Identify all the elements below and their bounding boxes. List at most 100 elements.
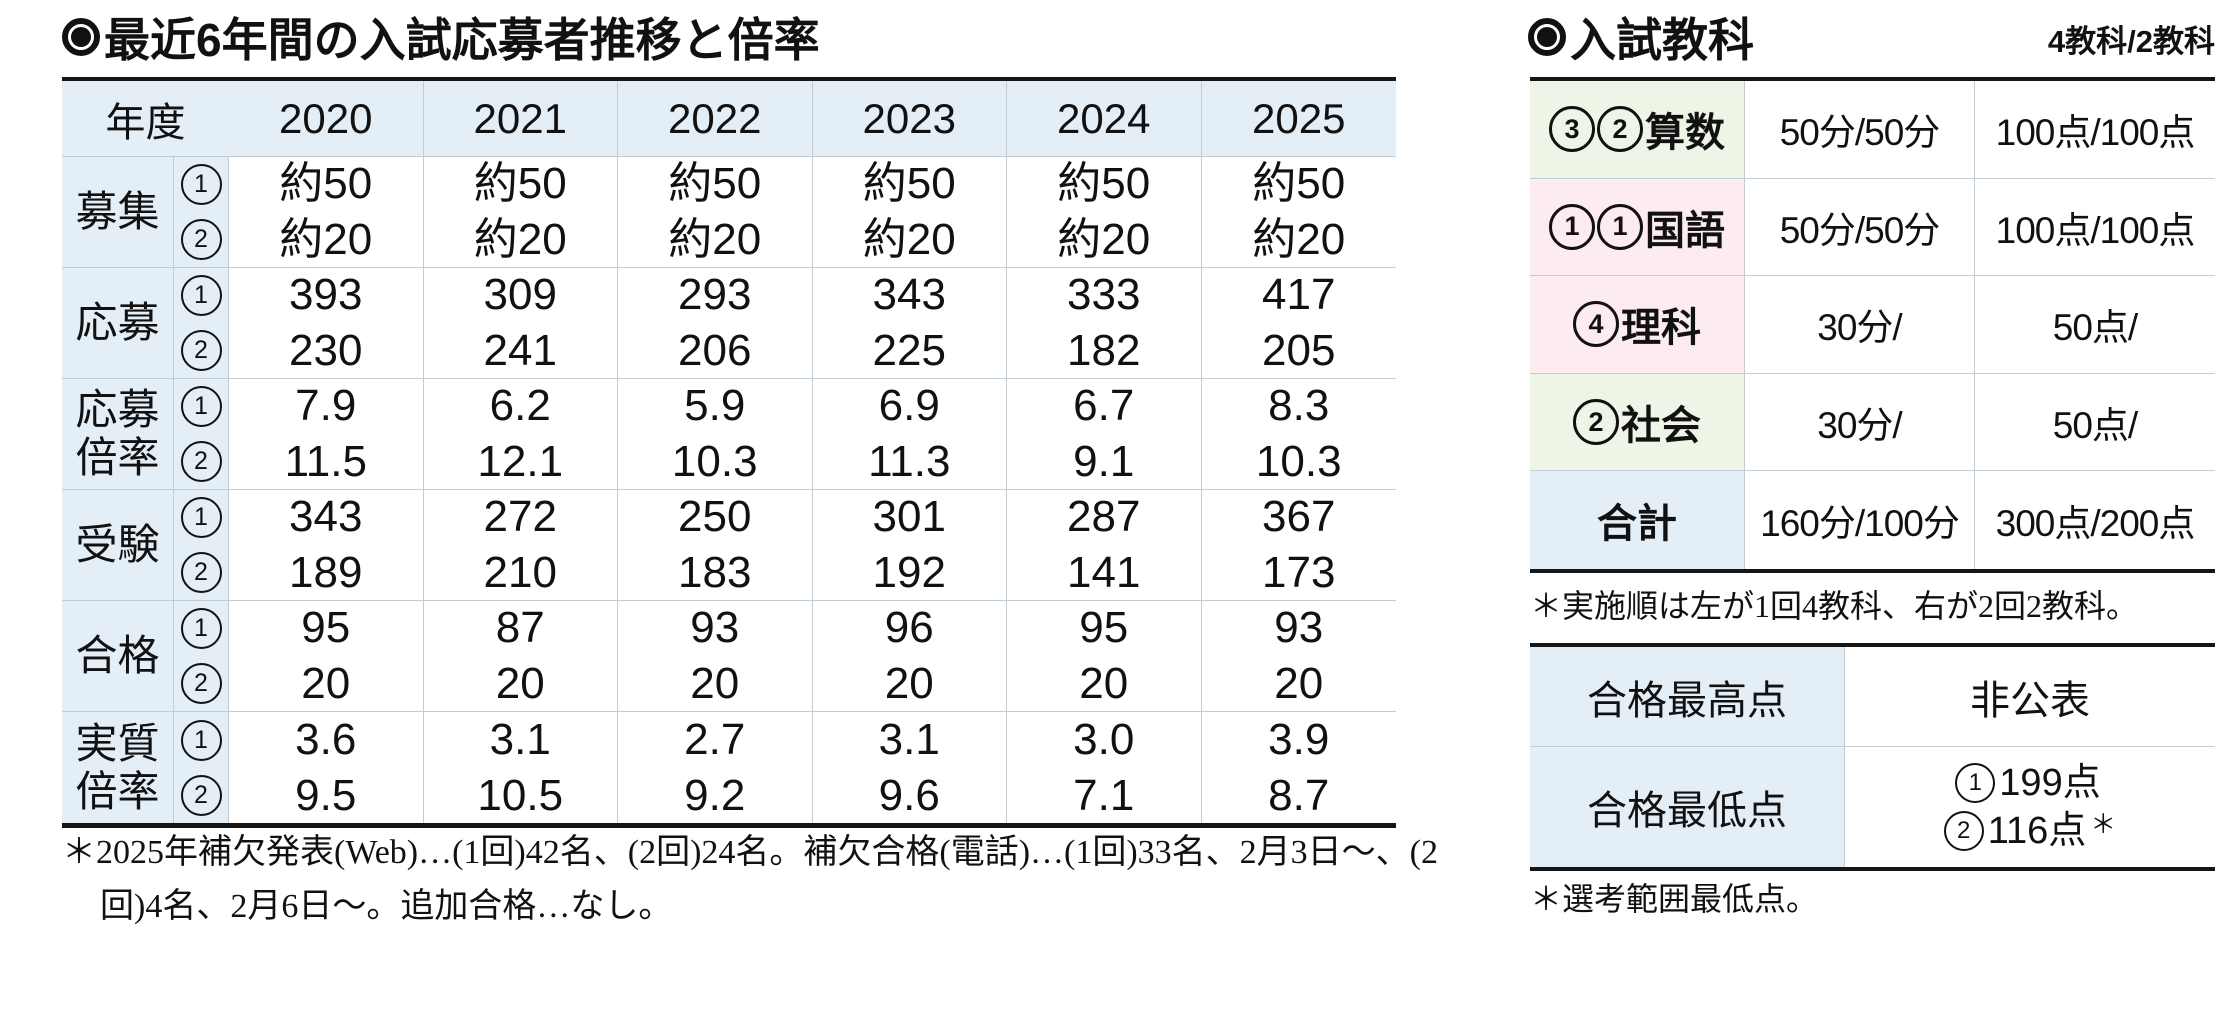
- table-cell: 3.6 9.5: [229, 712, 424, 823]
- table-cell: 367 173: [1201, 490, 1396, 601]
- table-cell: 約50 約20: [1201, 157, 1396, 268]
- table-cell: 6.9 11.3: [812, 379, 1007, 490]
- year-col-2023: 2023: [812, 81, 1007, 157]
- subject-science-time: 30分/: [1745, 276, 1975, 374]
- table-cell: 約50 約20: [423, 157, 618, 268]
- table-cell: 3.0 7.1: [1007, 712, 1202, 823]
- row-rounds-examinees: 1 2: [174, 490, 229, 601]
- max-score-label: 合格最高点: [1530, 647, 1845, 747]
- min-score-round2: 2 116点 ＊: [1943, 809, 2116, 853]
- table-cell: 3.1 9.6: [813, 712, 1007, 823]
- right-title-text: 入試教科: [1570, 14, 1754, 66]
- year-col-2025: 2025: [1201, 81, 1396, 157]
- applicants-history-table: 年度 2020 2021 2022 2023 2024 2025 募集 1 2 …: [62, 77, 1396, 828]
- subjects-total-points: 300点/200点: [1995, 503, 2196, 545]
- row-rounds-passed: 1 2: [174, 601, 229, 712]
- min-score-round1: 1 199点: [1955, 761, 2104, 805]
- row-label-passed: 合格: [62, 601, 174, 712]
- row-label-examinees: 受験: [62, 490, 174, 601]
- row-rounds-recruit: 1 2: [174, 157, 229, 268]
- table-cell: 6.7 9.1: [1007, 379, 1202, 490]
- circled-2-icon: 2: [180, 330, 222, 371]
- table-cell: 5.9 10.3: [618, 379, 813, 490]
- row-rounds-application-ratio: 1 2: [174, 379, 229, 490]
- table-cell: 6.2 12.1: [423, 379, 618, 490]
- subject-japanese-points: 100点/100点: [1975, 179, 2215, 277]
- circled-2-icon: 2: [1943, 811, 1984, 851]
- row-label-applicants: 応募: [62, 268, 174, 379]
- circled-2-icon: 2: [180, 774, 222, 816]
- year-header-cell: 年度: [62, 81, 229, 157]
- circled-2-icon: 2: [180, 219, 222, 260]
- subjects-total-time: 160分/100分: [1745, 471, 1975, 569]
- fisheye-bullet-icon: [1528, 18, 1566, 56]
- table-cell: 95 20: [229, 601, 424, 712]
- table-cell: 272 210: [423, 490, 618, 601]
- circled-3-icon: 3: [1549, 106, 1595, 153]
- left-section-title: 最近6年間の入試応募者推移と倍率: [62, 4, 820, 70]
- left-footnote-line2: 回)4名、2月6日～。追加合格…なし。: [100, 888, 673, 925]
- table-cell: 343 225: [812, 268, 1007, 379]
- row-label-recruit: 募集: [62, 157, 174, 268]
- year-col-2024: 2024: [1007, 81, 1202, 157]
- table-cell: 約50 約20: [618, 157, 813, 268]
- year-col-2022: 2022: [618, 81, 813, 157]
- row-label-actual-ratio: 実質 倍率: [62, 712, 174, 823]
- subject-count-badge: 4教科/2教科: [2047, 24, 2215, 59]
- circled-2-icon: 2: [180, 663, 222, 704]
- table-cell: 343 189: [229, 490, 424, 601]
- circled-1-icon: 1: [1597, 203, 1643, 250]
- exam-subjects-table: 3 2 算数 50分/50分 100点/100点 1 1 国語 50分/50分 …: [1530, 77, 2215, 573]
- table-cell: 301 192: [812, 490, 1007, 601]
- circled-1-icon: 1: [180, 275, 222, 316]
- fisheye-bullet-icon: [62, 18, 100, 56]
- table-cell: 417 205: [1201, 268, 1396, 379]
- circled-2-icon: 2: [180, 552, 222, 593]
- table-cell: 287 141: [1007, 490, 1202, 601]
- table-cell: 93 20: [1201, 601, 1396, 712]
- table-cell: 293 206: [618, 268, 813, 379]
- table-cell: 95 20: [1007, 601, 1202, 712]
- row-rounds-actual-ratio: 1 2: [174, 712, 229, 823]
- pass-score-table: 合格最高点 非公表 合格最低点 1 199点 2 116点 ＊: [1530, 643, 2215, 871]
- circled-2-icon: 2: [1597, 106, 1643, 153]
- circled-1-icon: 1: [1955, 763, 1996, 803]
- circled-2-icon: 2: [1573, 399, 1619, 446]
- left-footnote-line1: ＊2025年補欠発表(Web)…(1回)42名、(2回)24名。補欠合格(電話)…: [62, 834, 1439, 871]
- subject-math-time: 50分/50分: [1745, 81, 1975, 179]
- subject-japanese: 1 1 国語: [1530, 178, 1745, 277]
- table-cell: 93 20: [618, 601, 813, 712]
- circled-4-icon: 4: [1573, 301, 1619, 348]
- circled-1-icon: 1: [180, 608, 222, 649]
- circled-1-icon: 1: [180, 719, 222, 761]
- table-cell: 250 183: [618, 490, 813, 601]
- table-cell: 3.9 8.7: [1268, 714, 1330, 820]
- max-score-value: 非公表: [1845, 647, 2215, 747]
- subject-science: 4 理科: [1530, 276, 1745, 374]
- circled-1-icon: 1: [1549, 203, 1595, 250]
- subject-social-points: 50点/: [1975, 374, 2215, 472]
- table-cell: 約50 約20: [812, 157, 1007, 268]
- circled-1-icon: 1: [180, 386, 222, 427]
- table-cell: 約50 約20: [1007, 157, 1202, 268]
- table-cell: 2.7 9.2: [618, 712, 813, 823]
- year-col-2020: 2020: [229, 81, 424, 157]
- circled-1-icon: 1: [180, 497, 222, 538]
- table-cell: 96 20: [812, 601, 1007, 712]
- subjects-total-label: 合計: [1530, 471, 1745, 569]
- table-cell: 393 230: [229, 268, 424, 379]
- table-cell: 7.9 11.5: [229, 379, 424, 490]
- table-cell: 309 241: [423, 268, 618, 379]
- min-score-note: ＊選考範囲最低点。: [1530, 881, 1819, 917]
- subjects-note: ＊実施順は左が1回4教科、右が2回2教科。: [1530, 588, 2139, 624]
- right-section-title: 入試教科: [1528, 4, 1754, 70]
- table-cell: 3.1 10.5: [424, 712, 618, 823]
- circled-1-icon: 1: [180, 164, 222, 205]
- table-cell: 87 20: [423, 601, 618, 712]
- circled-2-icon: 2: [180, 441, 222, 482]
- min-score-label: 合格最低点: [1530, 747, 1845, 867]
- table-cell: 約50 約20: [229, 157, 424, 268]
- subject-japanese-time: 50分/50分: [1745, 178, 1975, 277]
- row-label-application-ratio: 応募 倍率: [62, 379, 174, 490]
